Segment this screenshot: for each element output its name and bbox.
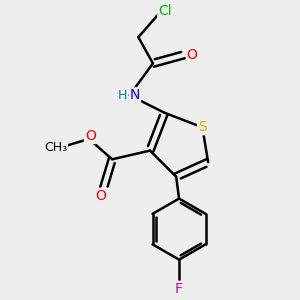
Text: O: O (85, 129, 96, 143)
Text: CH₃: CH₃ (44, 141, 67, 154)
Text: H: H (118, 89, 127, 102)
Text: O: O (187, 48, 198, 62)
Text: O: O (95, 189, 106, 203)
Text: F: F (175, 282, 183, 296)
Text: S: S (198, 120, 207, 134)
Text: Cl: Cl (158, 4, 172, 18)
Text: N: N (130, 88, 140, 102)
